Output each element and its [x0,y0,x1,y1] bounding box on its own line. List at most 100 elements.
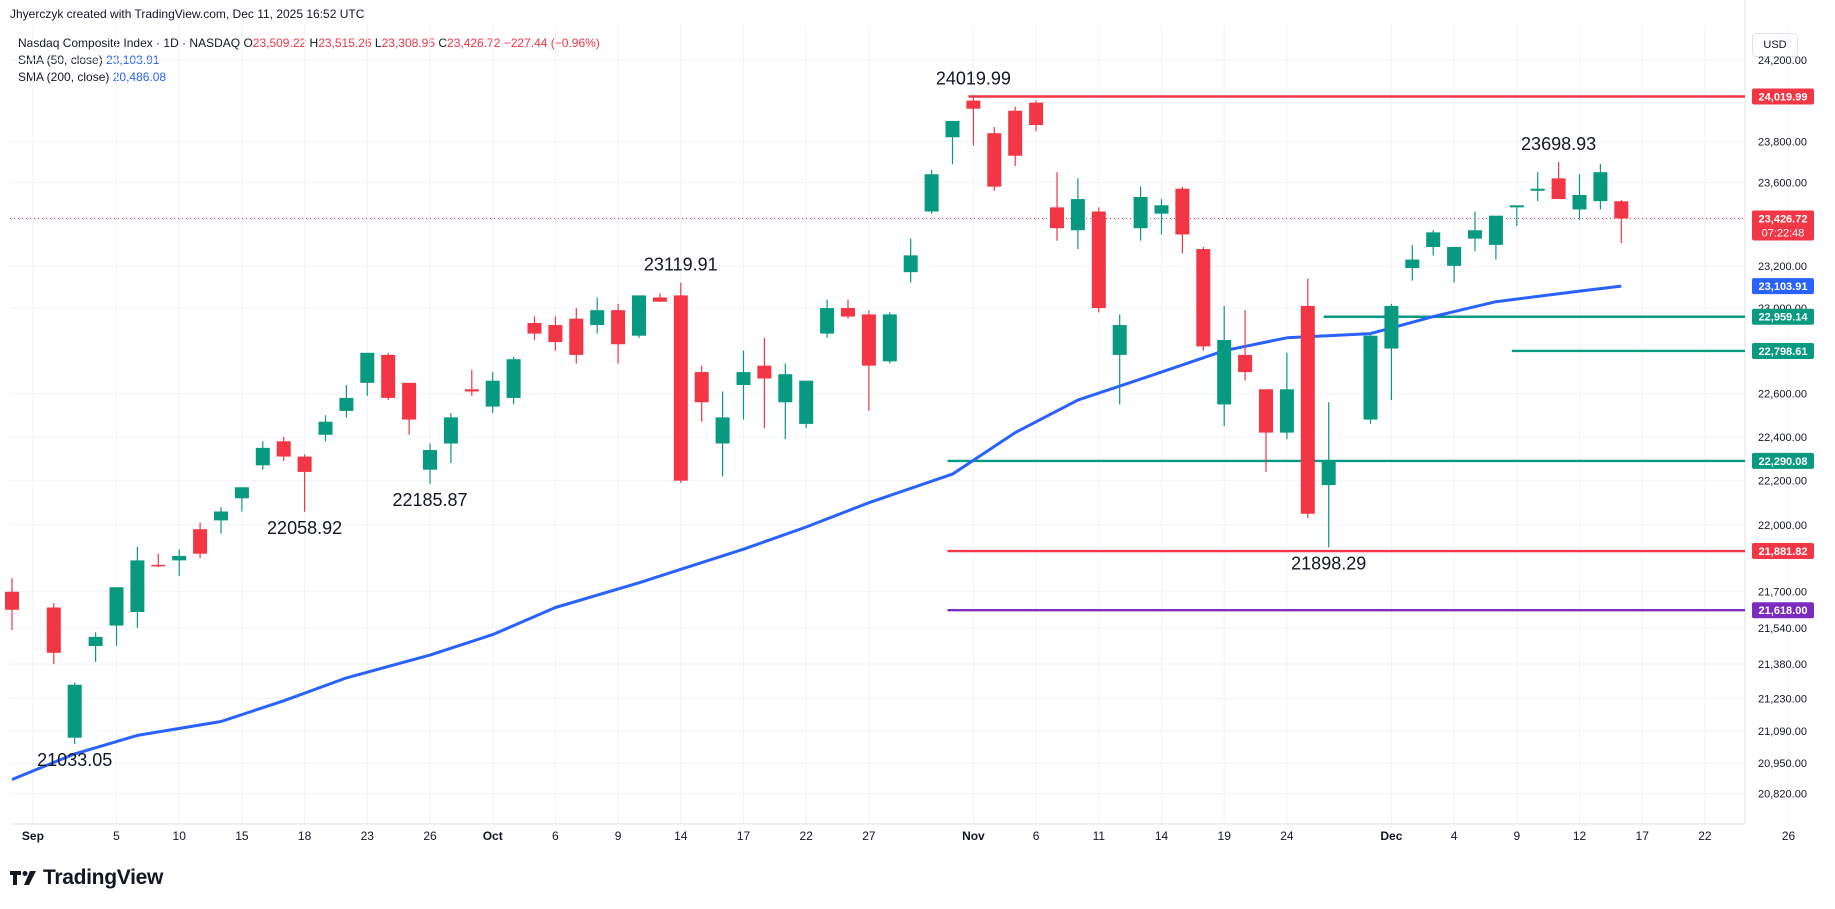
candle-body[interactable] [1405,259,1420,268]
candle-body[interactable] [548,325,563,343]
candle-body[interactable] [903,255,918,273]
candle-body[interactable] [945,120,960,138]
candle-body[interactable] [214,511,228,521]
candle-body[interactable] [778,374,793,403]
candle-body[interactable] [694,372,709,403]
candle-body[interactable] [339,397,354,411]
candle-body[interactable] [151,564,166,567]
candle-body[interactable] [1593,172,1608,202]
candle-body[interactable] [109,587,124,626]
candle-body[interactable] [1426,232,1441,247]
tradingview-logo[interactable]: TradingView [10,866,163,890]
candle-body[interactable] [632,295,646,336]
candle-body[interactable] [1300,305,1315,514]
candle-body[interactable] [987,133,1002,187]
countdown-label: 07:22:48 [1762,227,1805,239]
candle-body[interactable] [88,636,103,646]
candle-body[interactable] [1029,102,1044,126]
candle-body[interactable] [820,308,835,334]
candle-body[interactable] [1321,460,1336,486]
low-label: L [374,36,382,50]
candle-body[interactable] [1384,305,1399,349]
candle-body[interactable] [1530,188,1545,191]
candle-body[interactable] [590,310,605,326]
candle-body[interactable] [130,560,145,613]
candle-body[interactable] [381,354,396,398]
x-tick-label: 9 [615,829,622,843]
candle-body[interactable] [423,450,437,470]
candle-body[interactable] [1070,199,1085,231]
open-label: O [243,36,253,50]
candle-body[interactable] [443,417,458,444]
candle-body[interactable] [193,529,208,554]
candle-body[interactable] [861,314,876,366]
sma50-line[interactable] [11,284,1622,781]
candle-body[interactable] [1091,211,1106,309]
x-tick-label: 17 [737,829,751,843]
candle-body[interactable] [652,297,667,302]
candle-body[interactable] [1363,335,1378,420]
candle-body[interactable] [1509,205,1524,208]
x-tick-label: 24 [1280,829,1294,843]
chart-credit: Jhyerczyk created with TradingView.com, … [10,7,365,21]
y-tick-label: 21,700.00 [1758,587,1807,599]
y-tick-label: 22,200.00 [1758,476,1807,488]
candle-body[interactable] [234,487,249,499]
candle-body[interactable] [318,421,333,435]
candle-body[interactable] [1154,205,1169,214]
candle-body[interactable] [1259,389,1273,433]
candle-body[interactable] [255,447,270,466]
candle-body[interactable] [276,441,291,457]
close-label: C [438,36,448,50]
candle-body[interactable] [1572,194,1587,210]
candle-body[interactable] [1217,339,1232,405]
legend-sma200-row[interactable]: SMA (200, close) 20,486.08 [18,69,600,86]
candle-body[interactable] [882,314,897,362]
candle-body[interactable] [569,318,584,355]
candle-body[interactable] [715,417,730,444]
close-value: 23,426.72 [447,36,501,50]
candle-body[interactable] [464,389,479,392]
candle-body[interactable] [297,456,312,472]
candle-body[interactable] [841,308,855,317]
candle-body[interactable] [402,382,417,420]
candle-body[interactable] [1196,249,1211,347]
candle-body[interactable] [1238,354,1253,373]
candle-body[interactable] [527,322,542,334]
candle-body[interactable] [5,591,19,610]
candle-body[interactable] [1279,389,1294,433]
symbol-label: Nasdaq Composite Index · 1D · NASDAQ [18,36,241,50]
candle-body[interactable] [1050,207,1064,229]
candle-body[interactable] [67,684,82,738]
currency-selector[interactable]: USD [1752,33,1798,57]
price-annotation: 23119.91 [644,255,718,275]
legend-ohlc-row[interactable]: Nasdaq Composite Index · 1D · NASDAQ O 23… [18,35,600,52]
chart-legend: Nasdaq Composite Index · 1D · NASDAQ O 23… [18,35,600,86]
candle-body[interactable] [611,310,626,345]
candle-body[interactable] [46,607,61,653]
candle-body[interactable] [1008,110,1023,156]
candle-body[interactable] [673,295,688,481]
candle-body[interactable] [966,100,981,109]
candle-body[interactable] [924,174,939,212]
price-tag [1752,278,1814,295]
candle-body[interactable] [1468,230,1482,239]
candle-body[interactable] [1447,246,1462,266]
candle-body[interactable] [1614,201,1629,219]
candle-body[interactable] [360,352,375,383]
candle-body[interactable] [736,372,751,385]
candle-body[interactable] [757,365,772,379]
candle-body[interactable] [1133,196,1148,229]
candle-body[interactable] [1112,325,1127,355]
candle-body[interactable] [172,555,187,561]
candle-body[interactable] [1488,215,1503,245]
change-value: −227.44 (−0.96%) [503,36,600,50]
x-tick-label: 19 [1218,829,1232,843]
candle-body[interactable] [799,380,814,424]
y-tick-label: 22,000.00 [1758,520,1807,532]
candle-body[interactable] [485,380,500,407]
candle-body[interactable] [1175,188,1190,235]
candle-body[interactable] [1551,178,1566,200]
candle-body[interactable] [506,359,521,398]
